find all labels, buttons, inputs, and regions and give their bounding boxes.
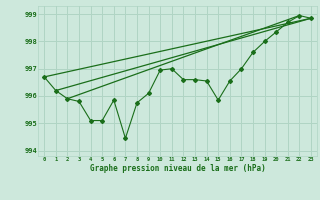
X-axis label: Graphe pression niveau de la mer (hPa): Graphe pression niveau de la mer (hPa) bbox=[90, 164, 266, 173]
